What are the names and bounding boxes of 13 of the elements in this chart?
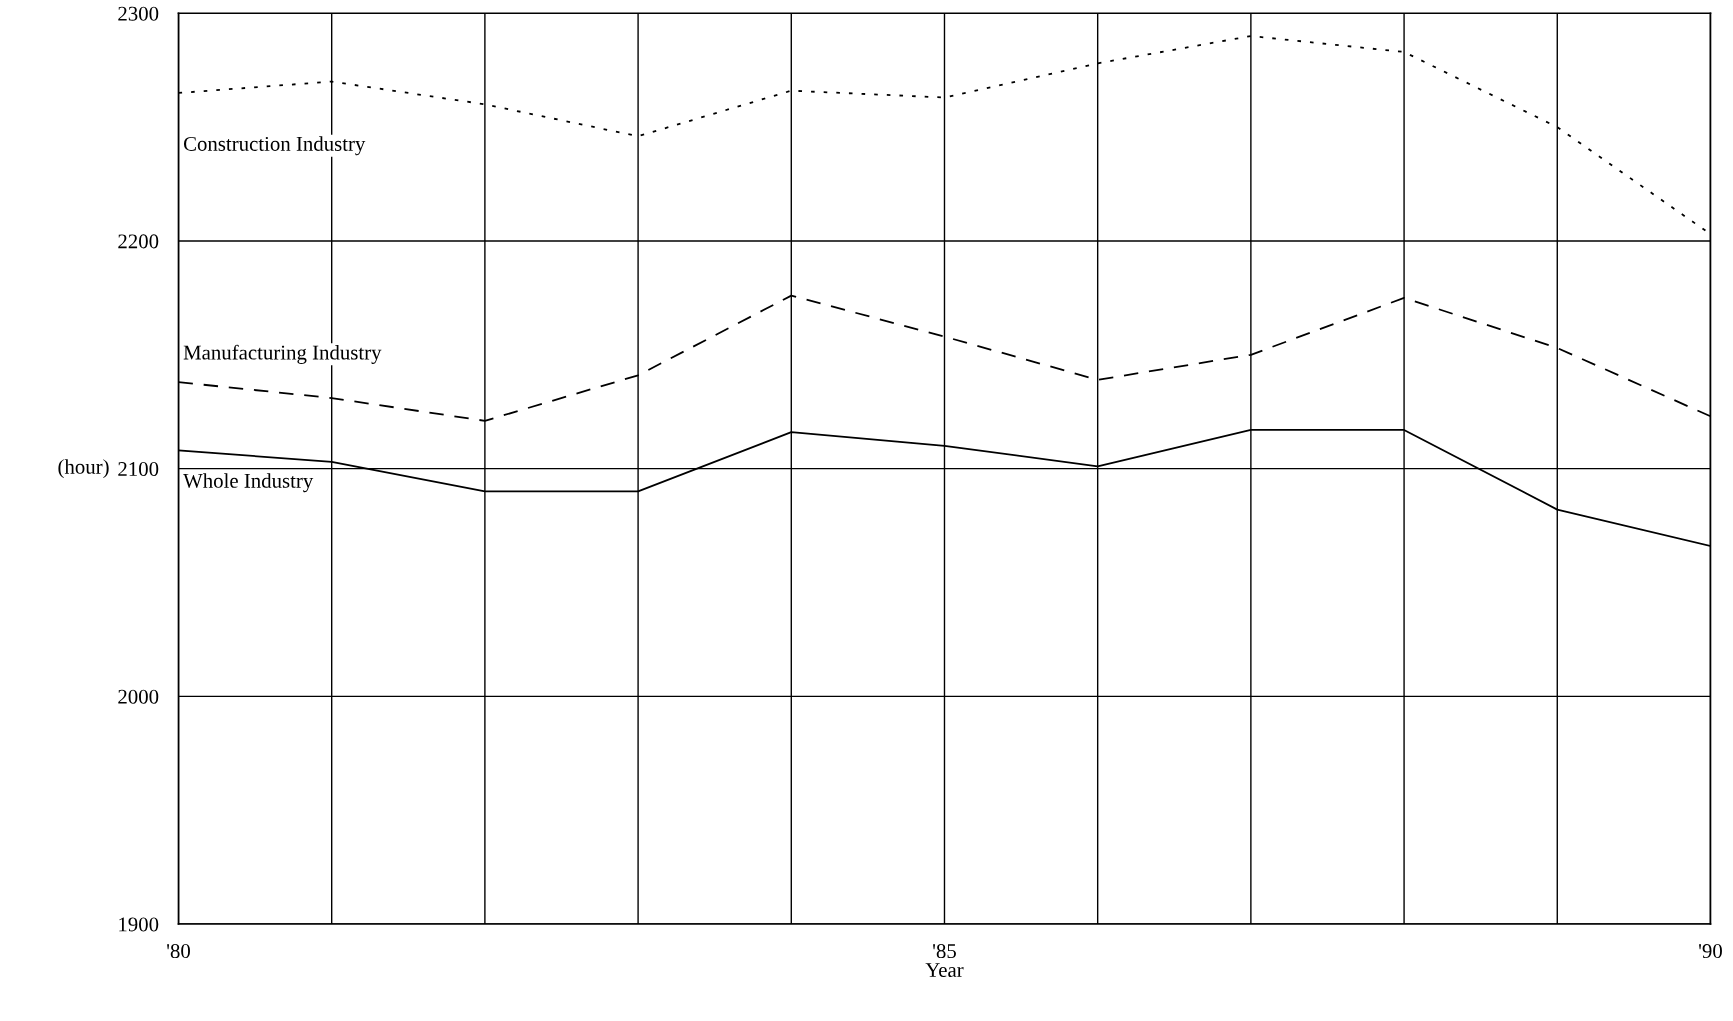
y-axis-title: (hour) bbox=[58, 459, 109, 479]
y-tick-label: 2200 bbox=[118, 234, 159, 249]
x-tick-label: '85 bbox=[933, 944, 956, 959]
x-axis-title: Year bbox=[925, 963, 964, 977]
y-tick-label: 1900 bbox=[119, 917, 159, 932]
x-tick-label: '80 bbox=[167, 944, 190, 959]
series-label: Manufacturing Industry bbox=[183, 344, 382, 364]
y-tick-label: 2300 bbox=[118, 6, 159, 21]
x-tick-label: '90 bbox=[1699, 944, 1722, 959]
series-label: Whole Industry bbox=[183, 473, 314, 493]
text: Construction Industry bbox=[183, 136, 366, 156]
y-tick-label: 2100 bbox=[118, 462, 159, 477]
y-tick-label: 2000 bbox=[118, 689, 159, 704]
